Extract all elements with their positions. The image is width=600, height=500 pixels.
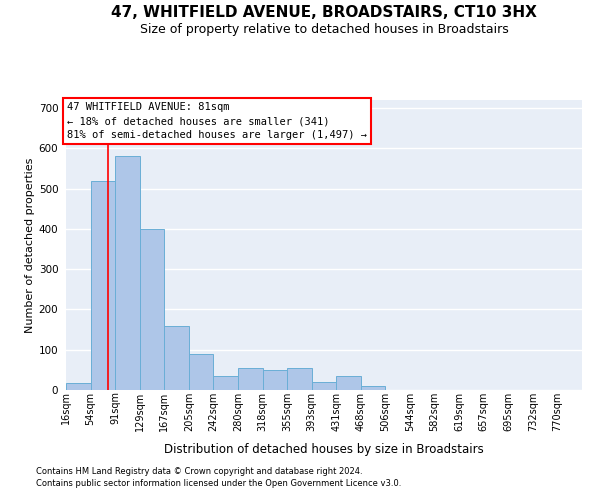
Bar xyxy=(361,386,385,390)
Bar xyxy=(238,368,263,390)
Y-axis label: Number of detached properties: Number of detached properties xyxy=(25,158,35,332)
Bar xyxy=(336,376,361,390)
Text: Size of property relative to detached houses in Broadstairs: Size of property relative to detached ho… xyxy=(140,22,508,36)
Bar xyxy=(312,382,336,390)
Bar xyxy=(189,354,214,390)
Bar xyxy=(115,156,140,390)
Text: 47, WHITFIELD AVENUE, BROADSTAIRS, CT10 3HX: 47, WHITFIELD AVENUE, BROADSTAIRS, CT10 … xyxy=(111,5,537,20)
Text: Distribution of detached houses by size in Broadstairs: Distribution of detached houses by size … xyxy=(164,442,484,456)
Text: Contains HM Land Registry data © Crown copyright and database right 2024.: Contains HM Land Registry data © Crown c… xyxy=(36,467,362,476)
Text: Contains public sector information licensed under the Open Government Licence v3: Contains public sector information licen… xyxy=(36,479,401,488)
Bar xyxy=(140,229,164,390)
Bar xyxy=(287,368,312,390)
Bar xyxy=(66,383,91,390)
Text: 47 WHITFIELD AVENUE: 81sqm
← 18% of detached houses are smaller (341)
81% of sem: 47 WHITFIELD AVENUE: 81sqm ← 18% of deta… xyxy=(67,102,367,140)
Bar xyxy=(164,326,189,390)
Bar xyxy=(263,370,287,390)
Bar xyxy=(214,376,238,390)
Bar xyxy=(91,180,115,390)
